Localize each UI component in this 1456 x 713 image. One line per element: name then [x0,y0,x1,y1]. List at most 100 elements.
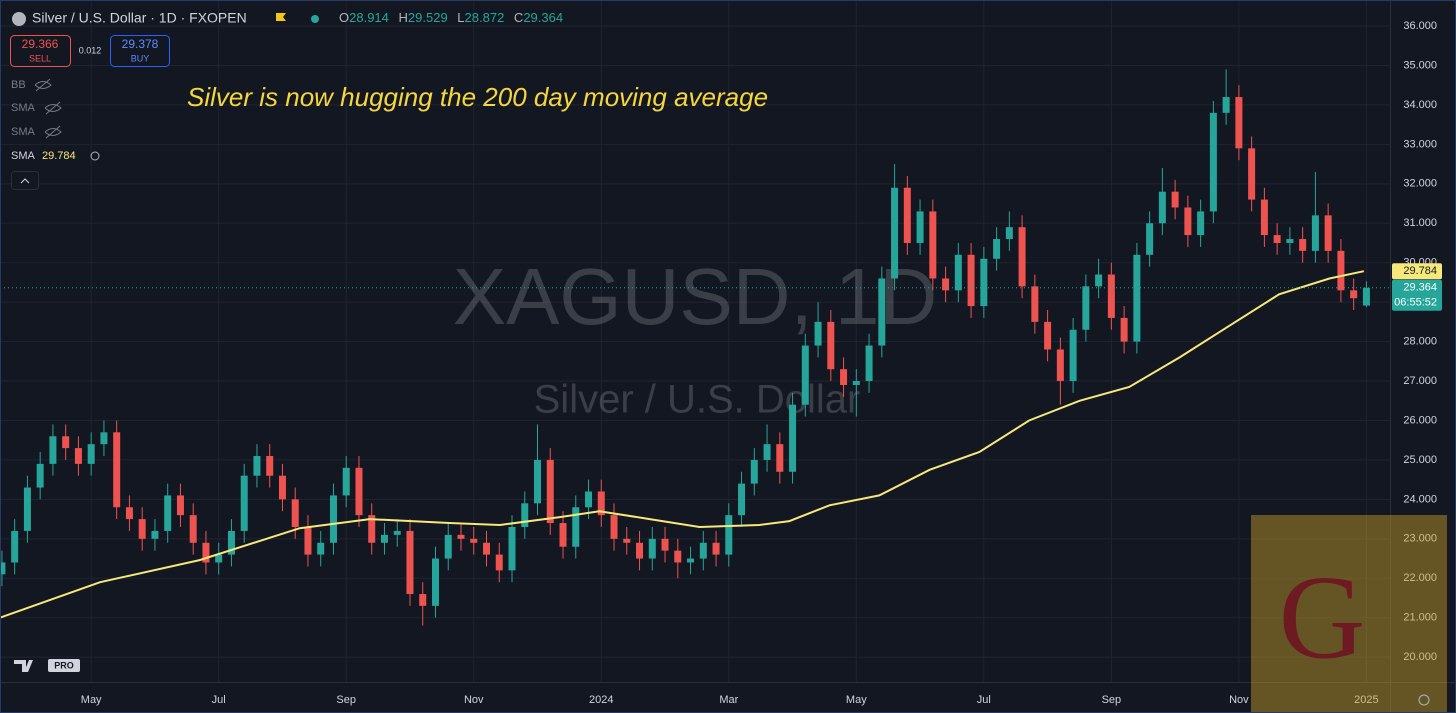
candle-body [355,467,363,516]
sell-button[interactable] [10,35,71,67]
candle-body [419,594,427,606]
candle-body [1273,235,1281,243]
symbol-title[interactable]: Silver / U.S. Dollar · 1D · FXOPEN [32,10,247,26]
candle-body [11,530,19,563]
candle-body [852,381,860,385]
candle-body [661,538,669,551]
candle-body [789,404,797,472]
candle-body [329,495,337,543]
branding-box [1251,515,1447,713]
sell-price: 29.366 [22,37,59,51]
sell-label: SELL [29,53,51,63]
candle-body [1069,329,1077,382]
collapse-icon [20,178,30,184]
x-tick-label: Nov [1229,694,1249,706]
hidden-icon[interactable] [34,78,52,92]
candle-body [648,538,656,559]
x-tick-label: 2025 [1354,694,1378,706]
sma-price-tag [1392,263,1442,280]
indicator-label[interactable]: BB [11,79,26,91]
candle-body [1184,207,1192,236]
candle-body [903,187,911,243]
candle-body [36,463,44,488]
y-tick-label: 27.000 [1403,375,1437,387]
candle-body [1209,112,1217,212]
candle-body [342,467,350,496]
pro-label: PRO [54,660,74,670]
candle-body [1031,286,1039,322]
open-value: 28.914 [349,10,389,25]
candle-body [151,530,159,539]
y-tick-label: 20.000 [1403,651,1437,663]
candle-body [750,459,758,484]
candle-body [1120,317,1128,342]
candle-body [87,444,95,464]
candle-body [636,542,644,559]
x-tick-label: Nov [464,694,484,706]
last-price-label: 29.364 [1403,282,1437,294]
candle-body [1311,215,1319,251]
sma-value: 29.784 [42,150,76,162]
candle-body [1133,254,1141,342]
collapse-button[interactable] [11,171,39,190]
candle-body [776,444,784,472]
sma-icon[interactable] [90,151,100,161]
candle-body [1350,290,1358,299]
close-value: 29.364 [523,10,563,25]
candle-body [380,534,388,543]
indicator-label[interactable]: SMA [11,150,36,162]
y-tick-label: 22.000 [1403,572,1437,584]
candle-body [623,538,631,543]
candle-body [240,475,248,531]
candle-body [1299,239,1307,251]
candle-body [827,321,835,370]
candle-body [725,515,733,555]
candle-body [1324,215,1332,251]
flag-icon[interactable] [276,13,286,21]
y-tick-label: 32.000 [1403,178,1437,190]
candle-body [1082,286,1090,330]
candle-body [49,436,57,464]
candle-body [929,211,937,279]
settings-icon[interactable] [1418,694,1430,706]
sma-price-label: 29.784 [1403,265,1437,277]
buy-button[interactable] [110,35,170,67]
candle-body [189,515,197,543]
candle-body [521,503,529,527]
candle-body [62,436,70,449]
candle-body [100,432,108,445]
candle-body [23,487,31,531]
indicator-label[interactable]: SMA [11,126,36,138]
candle-body [253,455,261,476]
pro-badge [48,659,80,672]
x-tick-label: May [81,694,102,706]
open-label: O [339,10,349,25]
low-value: 28.872 [465,10,505,25]
branding-logo: G [1279,551,1366,684]
candle-body [1248,148,1256,200]
candle-body [1107,274,1115,318]
x-tick-label: Jul [977,694,991,706]
candle-body [457,534,465,539]
close-label: C [514,10,523,25]
candle-body [470,538,478,543]
y-tick-label: 23.000 [1403,533,1437,545]
candle-body [176,495,184,516]
hidden-icon[interactable] [44,125,62,139]
plot: 29.784 29.364 06:55:52 [0,69,1442,626]
candle-body [1286,239,1294,243]
candle-body [534,459,542,504]
high-label: H [399,10,408,25]
candle-body [1260,199,1268,236]
candle-body [878,278,886,346]
indicator-label[interactable]: SMA [11,102,36,114]
watermark-subtitle: Silver / U.S. Dollar [534,378,861,422]
candle-body [814,321,822,346]
buy-label: BUY [131,53,150,63]
hidden-icon[interactable] [44,101,62,115]
y-tick-label: 33.000 [1403,138,1437,150]
candle-body [215,554,223,563]
candle-body [508,526,516,571]
candle-body [801,345,809,405]
